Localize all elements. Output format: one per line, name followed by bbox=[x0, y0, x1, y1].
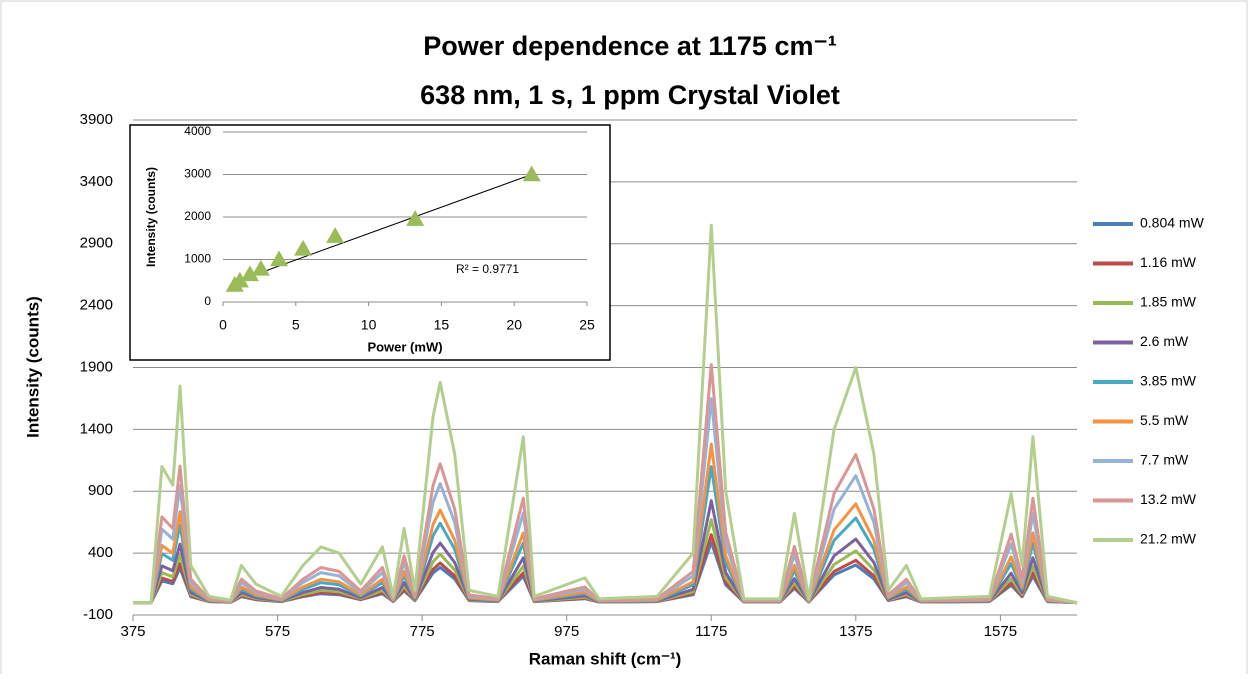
series-line bbox=[133, 363, 1078, 605]
y-tick-label: 2900 bbox=[80, 235, 113, 252]
y-tick-label: -100 bbox=[83, 606, 113, 623]
y-tick-label: 400 bbox=[88, 544, 113, 561]
y-axis-label: Intensity (counts) bbox=[23, 296, 42, 438]
x-axis-label: Raman shift (cm⁻¹) bbox=[529, 649, 682, 668]
legend-label: 21.2 mW bbox=[1140, 531, 1197, 547]
y-tick-label: 1000 bbox=[184, 252, 211, 266]
data-point bbox=[270, 250, 289, 267]
y-tick-label: 3400 bbox=[80, 173, 113, 190]
x-tick-label: 1175 bbox=[695, 623, 727, 640]
x-tick-label: 375 bbox=[120, 623, 145, 640]
x-tick-label: 5 bbox=[292, 317, 300, 333]
chart-subtitle: 638 nm, 1 s, 1 ppm Crystal Violet bbox=[420, 80, 840, 110]
x-tick-label: 575 bbox=[265, 623, 290, 640]
x-tick-label: 10 bbox=[361, 317, 377, 333]
x-tick-label: 975 bbox=[554, 623, 579, 640]
x-tick-label: 20 bbox=[506, 317, 522, 333]
data-point bbox=[251, 259, 270, 276]
y-tick-label: 1900 bbox=[80, 358, 113, 375]
y-tick-label: 1400 bbox=[80, 420, 113, 437]
y-axis-label: Intensity (counts) bbox=[144, 167, 158, 267]
x-tick-label: 15 bbox=[434, 317, 450, 333]
legend-label: 2.6 mW bbox=[1140, 333, 1189, 349]
data-point bbox=[326, 227, 345, 243]
x-tick-label: 0 bbox=[219, 317, 227, 333]
inset-frame bbox=[129, 124, 611, 361]
chart-title: Power dependence at 1175 cm⁻¹ bbox=[423, 31, 836, 61]
legend-label: 5.5 mW bbox=[1140, 412, 1189, 428]
legend-label: 13.2 mW bbox=[1140, 491, 1197, 507]
y-tick-label: 2400 bbox=[80, 297, 113, 314]
legend-label: 7.7 mW bbox=[1140, 452, 1189, 468]
legend-label: 3.85 mW bbox=[1140, 373, 1197, 389]
data-point bbox=[240, 265, 259, 282]
x-tick-label: 1375 bbox=[839, 623, 872, 640]
y-tick-label: 2000 bbox=[184, 209, 211, 223]
annotation: R² = 0.9771 bbox=[456, 262, 519, 276]
y-tick-label: 0 bbox=[204, 294, 211, 308]
x-tick-label: 1575 bbox=[984, 623, 1017, 640]
x-tick-label: 775 bbox=[410, 623, 435, 640]
series-line bbox=[133, 442, 1078, 605]
legend-label: 0.804 mW bbox=[1140, 215, 1205, 231]
series-line bbox=[133, 223, 1078, 605]
data-point bbox=[522, 165, 541, 182]
x-tick-label: 25 bbox=[579, 317, 595, 333]
legend-label: 1.85 mW bbox=[1140, 294, 1197, 310]
y-tick-label: 3000 bbox=[184, 167, 211, 181]
y-tick-label: 900 bbox=[88, 482, 113, 499]
y-tick-label: 3900 bbox=[80, 111, 113, 128]
data-point bbox=[294, 239, 313, 256]
y-tick-label: 4000 bbox=[184, 124, 211, 138]
data-point bbox=[406, 210, 425, 226]
data-point bbox=[230, 271, 249, 288]
x-axis-label: Power (mW) bbox=[367, 339, 442, 354]
legend-label: 1.16 mW bbox=[1140, 254, 1197, 270]
